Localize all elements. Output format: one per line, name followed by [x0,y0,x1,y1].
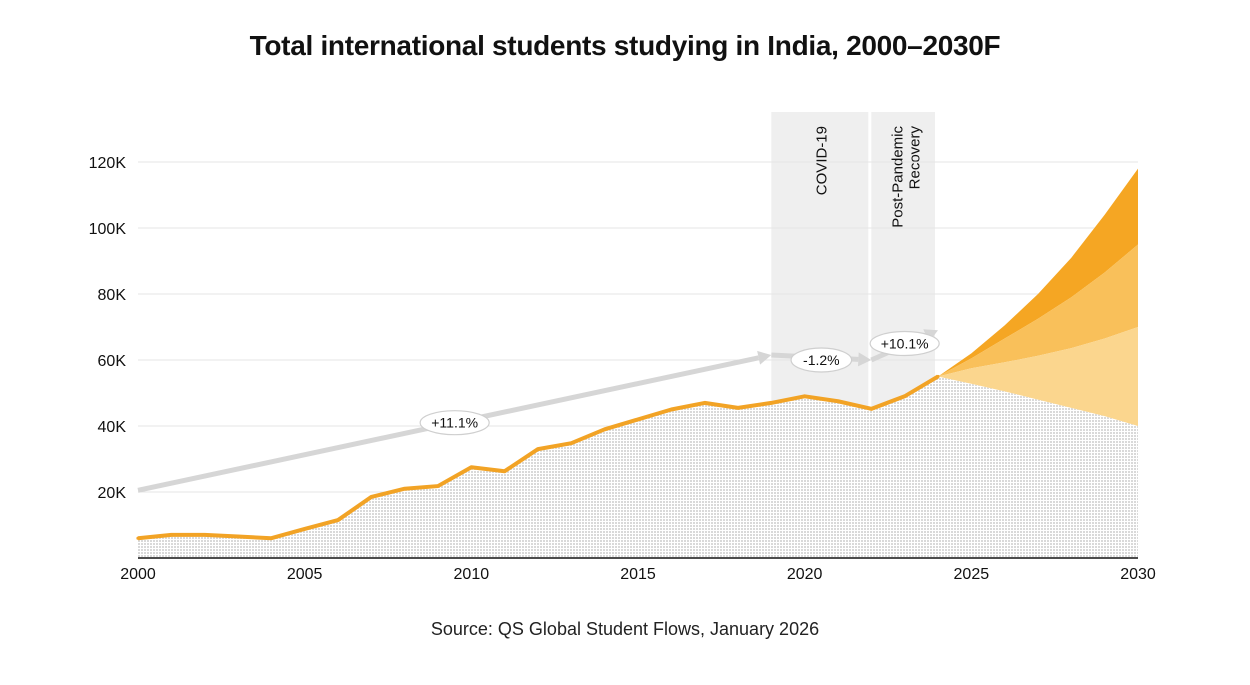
data-point [503,469,507,473]
x-tick-label: 2015 [620,566,656,583]
period-label: Recovery [907,126,924,190]
growth-label-bubble [790,347,853,373]
forecast-band-mid [938,244,1138,377]
history-area [138,376,1138,558]
data-point [436,484,440,488]
data-point [903,394,907,398]
y-tick-label: 120K [89,155,127,172]
y-tick-label: 20K [98,485,127,502]
data-point [569,441,573,445]
y-tick-label: 100K [89,221,127,238]
data-point [803,394,807,398]
data-point [203,533,207,537]
growth-label-bubble [419,410,490,436]
data-point [603,427,607,431]
y-tick-label: 80K [98,287,127,304]
chart-title: Total international students studying in… [249,30,1001,61]
data-point [836,399,840,403]
x-tick-label: 2005 [287,566,323,583]
y-tick-label: 40K [98,419,127,436]
data-point [169,533,173,537]
data-point [536,447,540,451]
y-tick-label: 60K [98,353,127,370]
data-point [736,406,740,410]
source-note: Source: QS Global Student Flows, January… [430,619,820,639]
data-point [469,465,473,469]
growth-arrow-head [858,352,872,367]
forecast-band-high [938,168,1138,377]
data-point [336,518,340,522]
x-tick-label: 2000 [120,566,156,583]
period-label: Post-Pandemic [890,126,907,228]
x-tick-label: 2025 [954,566,990,583]
growth-label-bubble [869,330,940,357]
x-tick-label: 2030 [1120,566,1156,583]
period-label: COVID-19 [813,126,830,195]
x-tick-label: 2020 [787,566,823,583]
x-tick-label: 2010 [454,566,490,583]
data-point [269,536,273,540]
data-point [936,374,940,379]
data-point [403,487,407,491]
data-point [669,407,673,412]
data-point [236,534,240,539]
forecast-band-low [938,327,1138,426]
data-point [636,417,640,421]
growth-label: -1.2% [803,352,840,368]
growth-label: +10.1% [881,336,929,352]
data-point [703,401,707,405]
data-point [869,407,873,411]
data-point [303,527,307,531]
growth-arrow-head [757,350,772,365]
data-point [769,401,773,405]
growth-label: +11.1% [431,415,478,431]
data-point [369,495,373,499]
data-point [136,536,140,540]
